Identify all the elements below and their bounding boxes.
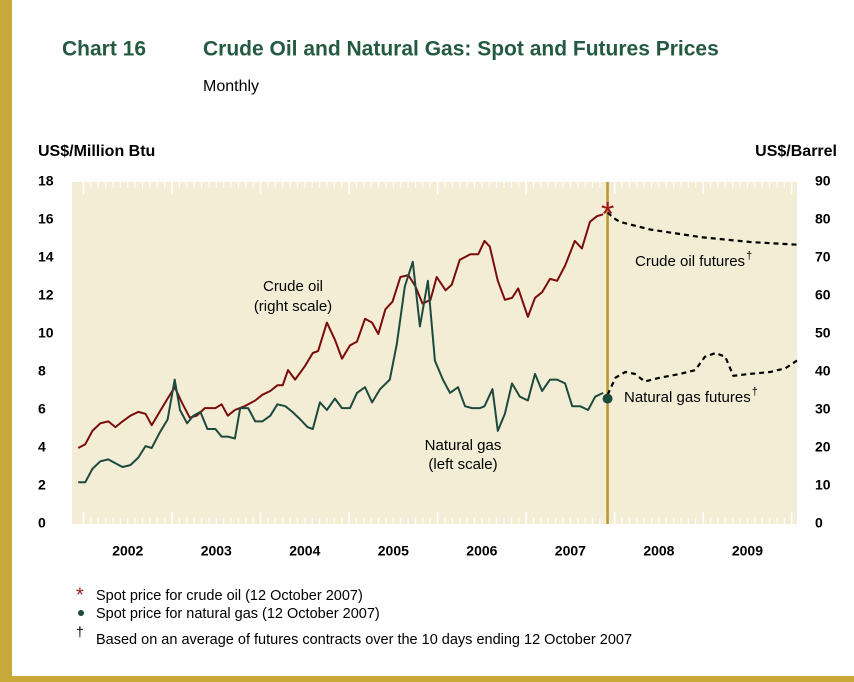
y2-tick-label: 60 [815, 287, 831, 303]
gas-spot-marker [602, 393, 613, 404]
y2-tick-label: 70 [815, 249, 831, 265]
series-label: Natural gas futures [624, 389, 751, 406]
y2-tick-label: 20 [815, 439, 831, 455]
series-label: Crude oil [263, 278, 323, 295]
y-axis-label: US$/Million Btu [38, 143, 155, 160]
y-tick-label: 12 [38, 287, 54, 303]
y2-tick-label: 0 [815, 515, 823, 531]
left-border [0, 0, 12, 682]
footnote-marker: † [76, 624, 84, 640]
y-tick-label: 4 [38, 439, 46, 455]
y-tick-label: 14 [38, 249, 54, 265]
series-line [606, 351, 798, 396]
x-tick-label: 2008 [643, 543, 674, 559]
y2-axis-label: US$/Barrel [755, 143, 837, 160]
series-line [606, 211, 798, 246]
y-tick-label: 10 [38, 325, 54, 341]
chart-subtitle: Monthly [203, 78, 259, 95]
crude-spot-marker: * [601, 196, 614, 234]
x-tick-label: 2004 [289, 543, 320, 559]
dagger: † [746, 250, 752, 262]
y2-tick-label: 40 [815, 363, 831, 379]
dagger: † [752, 386, 758, 398]
series-line [78, 260, 604, 484]
footnote: Spot price for natural gas (12 October 2… [96, 606, 380, 622]
y-tick-label: 18 [38, 173, 54, 189]
y2-tick-label: 50 [815, 325, 831, 341]
annotation: (right scale) [254, 298, 332, 315]
y2-tick-label: 80 [815, 211, 831, 227]
y-tick-label: 8 [38, 363, 46, 379]
chart-title: Crude Oil and Natural Gas: Spot and Futu… [203, 38, 719, 61]
series-label: Natural gas [425, 437, 502, 454]
y2-tick-label: 90 [815, 173, 831, 189]
chart-number: Chart 16 [62, 38, 146, 61]
y2-tick-label: 30 [815, 401, 831, 417]
x-tick-label: 2009 [732, 543, 763, 559]
footnote: Based on an average of futures contracts… [96, 632, 632, 648]
series-line [77, 213, 604, 449]
bottom-border [0, 676, 854, 682]
x-tick-label: 2007 [555, 543, 586, 559]
y-tick-label: 16 [38, 211, 54, 227]
y-tick-label: 6 [38, 401, 46, 417]
y-tick-label: 2 [38, 477, 46, 493]
footnote-marker: * [76, 584, 84, 606]
y-tick-label: 0 [38, 515, 46, 531]
series-label: Crude oil futures [635, 253, 745, 270]
annotation: (left scale) [428, 456, 497, 473]
x-tick-label: 2003 [201, 543, 232, 559]
footnote-dot [78, 610, 84, 616]
footnote: Spot price for crude oil (12 October 200… [96, 588, 363, 604]
x-tick-label: 2006 [466, 543, 497, 559]
y2-tick-label: 10 [815, 477, 831, 493]
x-tick-label: 2005 [378, 543, 409, 559]
x-tick-label: 2002 [112, 543, 143, 559]
